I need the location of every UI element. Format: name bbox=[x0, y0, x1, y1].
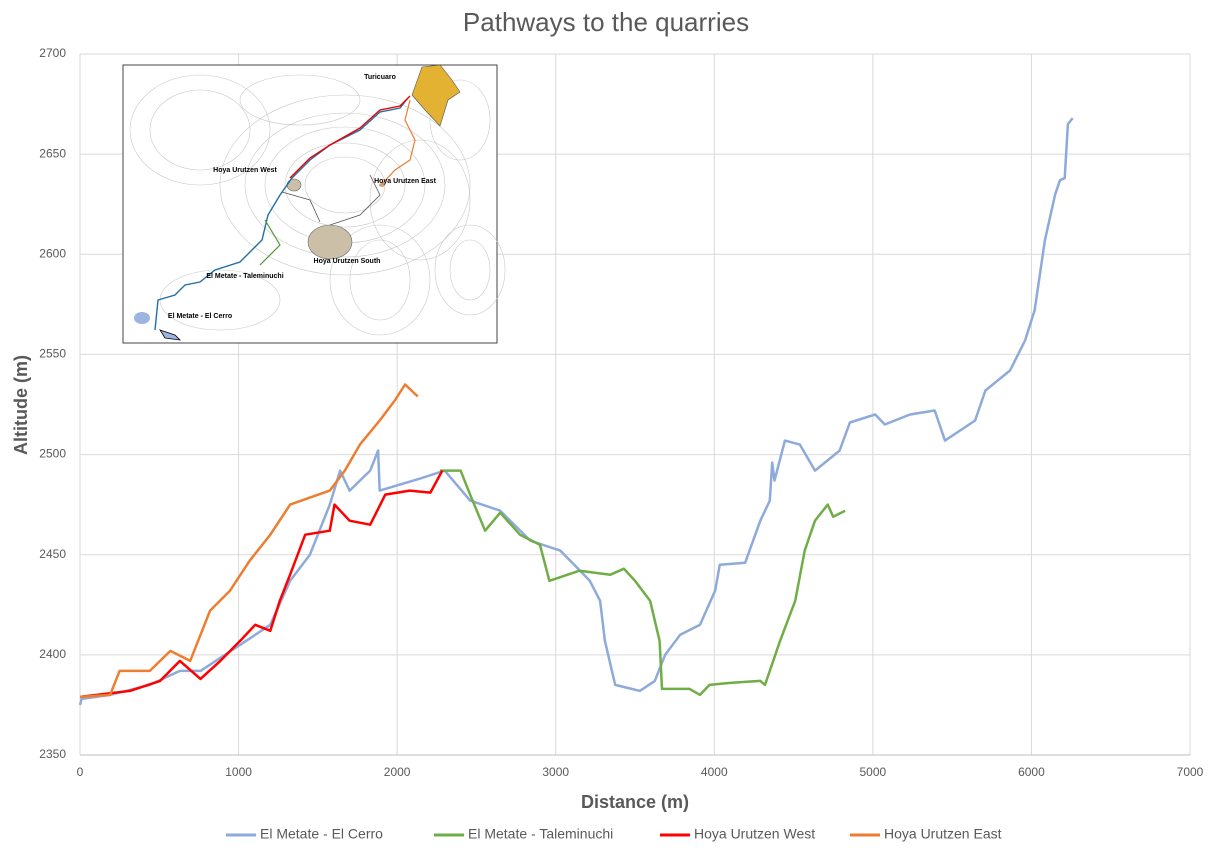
trace-east bbox=[381, 99, 416, 185]
map-label: Hoya Urutzen East bbox=[374, 178, 437, 185]
series-line bbox=[79, 470, 444, 699]
area-west bbox=[286, 178, 302, 192]
trace-paths bbox=[281, 174, 381, 226]
map-label: El Metate - Taleminuchi bbox=[206, 273, 283, 280]
x-tick-label: 0 bbox=[77, 765, 84, 779]
x-axis-title: Distance (m) bbox=[581, 792, 689, 812]
legend-label: Hoya Urutzen West bbox=[694, 826, 815, 842]
x-tick-label: 5000 bbox=[860, 765, 887, 779]
area-cerro-2 bbox=[159, 329, 182, 341]
area-cerro bbox=[134, 312, 150, 324]
contours bbox=[129, 74, 506, 336]
y-tick-label: 2450 bbox=[39, 547, 66, 561]
lines bbox=[78, 117, 1074, 706]
series-line bbox=[78, 117, 1074, 706]
legend-label: Hoya Urutzen East bbox=[884, 826, 1002, 842]
series-line bbox=[440, 469, 846, 697]
y-tick-label: 2350 bbox=[39, 747, 66, 761]
map-label: Hoya Urutzen West bbox=[213, 167, 277, 174]
x-tick-label: 6000 bbox=[1018, 765, 1045, 779]
legend-label: El Metate - El Cerro bbox=[260, 826, 383, 842]
y-tick-label: 2600 bbox=[39, 246, 66, 260]
chart-title: Pathways to the quarries bbox=[463, 7, 749, 37]
map-label: Turicuaro bbox=[364, 74, 396, 81]
map-label: El Metate - El Cerro bbox=[168, 313, 232, 320]
legend: El Metate - El Cerro El Metate - Taleminu… bbox=[226, 826, 1002, 842]
x-tick-label: 7000 bbox=[1177, 765, 1204, 779]
y-tick-label: 2400 bbox=[39, 647, 66, 661]
x-tick-label: 1000 bbox=[225, 765, 252, 779]
legend-label: El Metate - Taleminuchi bbox=[468, 826, 613, 842]
y-tick-label: 2650 bbox=[39, 146, 66, 160]
inset-map: Turicuaro Hoya Urutzen West Hoya Urutzen E… bbox=[122, 64, 506, 344]
y-tick-label: 2550 bbox=[39, 347, 66, 361]
y-tick-label: 2700 bbox=[39, 46, 66, 60]
area-east bbox=[379, 183, 385, 187]
x-tick-label: 3000 bbox=[542, 765, 569, 779]
x-tick-label: 4000 bbox=[701, 765, 728, 779]
trace-taleminuchi bbox=[259, 219, 281, 266]
y-axis-title: Altitude (m) bbox=[11, 355, 31, 455]
map-label: Hoya Urutzen South bbox=[314, 258, 381, 265]
area-turicuaro bbox=[411, 64, 461, 127]
y-tick-label: 2500 bbox=[39, 447, 66, 461]
area-south bbox=[307, 224, 353, 260]
series-line bbox=[79, 383, 419, 699]
x-tick-label: 2000 bbox=[384, 765, 411, 779]
trace-cerro bbox=[154, 97, 409, 331]
trace-west bbox=[289, 95, 411, 179]
